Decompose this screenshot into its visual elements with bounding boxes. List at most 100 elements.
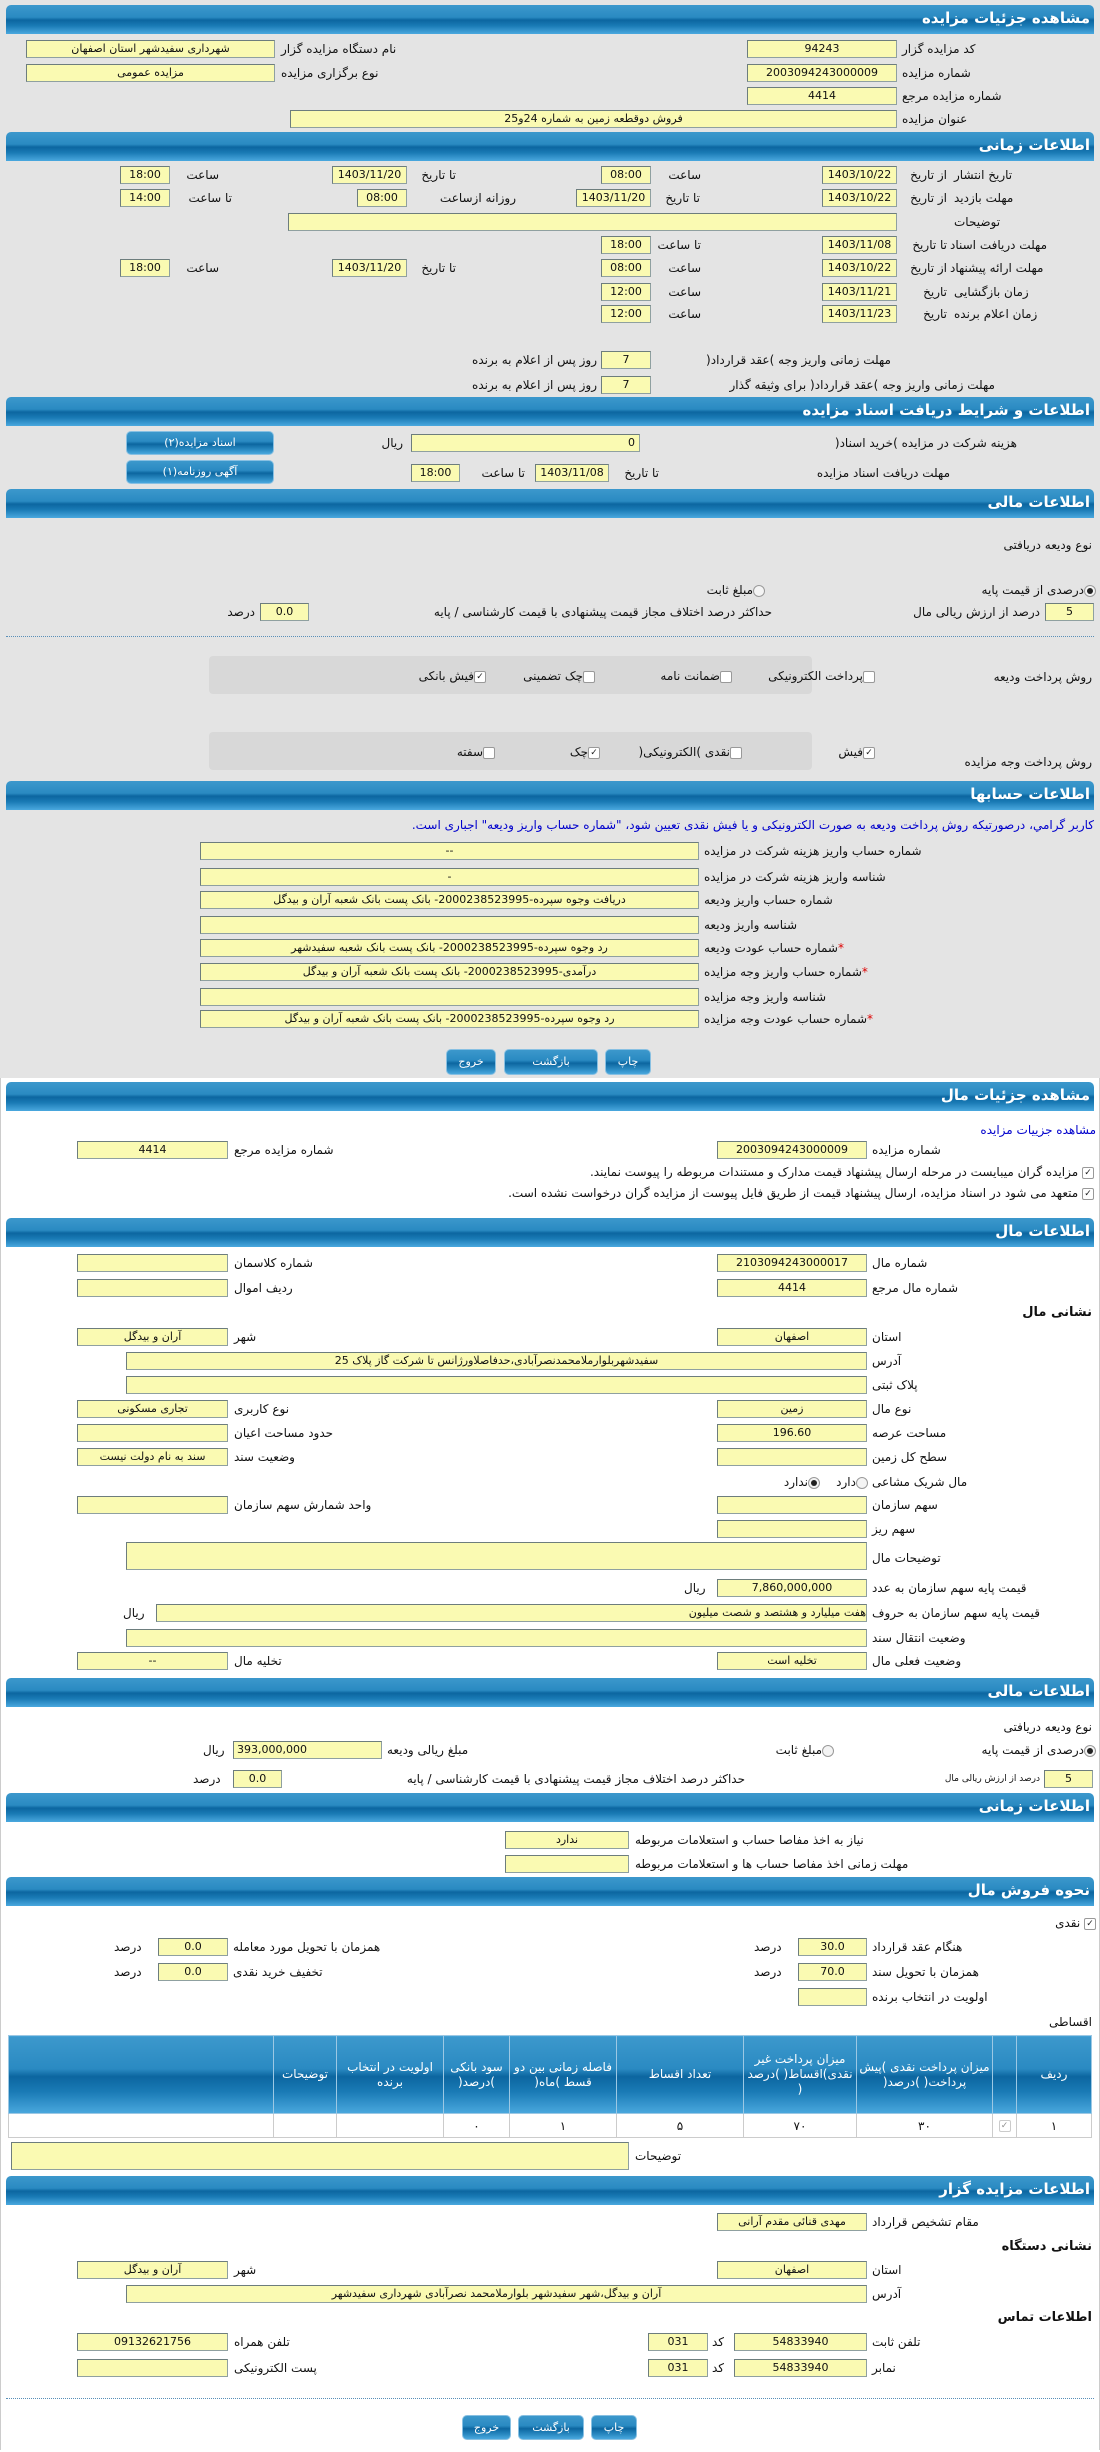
cell-select[interactable]	[992, 2113, 1017, 2138]
back-button[interactable]: بازگشت	[518, 2415, 584, 2440]
max-diff-field[interactable]: 0.0	[233, 1770, 282, 1788]
radio-fixed[interactable]	[822, 1744, 834, 1757]
offer-from-date[interactable]: 1403/10/22	[822, 259, 897, 277]
province-field[interactable]: اصفهان	[717, 2261, 867, 2279]
checkbox-icon[interactable]	[720, 670, 732, 683]
checkbox-receipt[interactable]: فیش	[838, 743, 875, 761]
deed-status-field[interactable]: سند به نام دولت نیست	[77, 1448, 228, 1466]
checkbox-electronic-payment[interactable]: پرداخت الکترونیکی	[768, 667, 875, 685]
fax-field[interactable]: 54833940	[734, 2359, 867, 2377]
print-button[interactable]: چاپ	[605, 1049, 651, 1075]
offer-from-time[interactable]: 08:00	[601, 259, 651, 277]
checkbox-icon[interactable]	[583, 670, 595, 683]
account-row-field[interactable]: دریافت وجوه سپرده-2000238523995- بانک پس…	[200, 891, 699, 909]
sale-notes-field[interactable]	[11, 2142, 629, 2170]
ref-number-field[interactable]: 4414	[77, 1141, 228, 1159]
fax-code-field[interactable]: 031	[648, 2359, 708, 2377]
phone-field[interactable]: 54833940	[734, 2333, 867, 2351]
account-row-field[interactable]: --	[200, 842, 699, 860]
checkbox-bank-receipt[interactable]: فیش بانکی	[419, 667, 486, 685]
item-kind-field[interactable]: زمین	[717, 1400, 867, 1418]
winner-time[interactable]: 12:00	[601, 305, 651, 323]
auctioneer-code-field[interactable]: 94243	[747, 40, 897, 58]
checkbox-promissory[interactable]: سفته	[457, 743, 495, 761]
account-row-field[interactable]: رد وجوه سپرده-2000238523995- بانک پست با…	[200, 939, 699, 957]
checkbox-icon[interactable]	[863, 746, 875, 759]
phone-code-field[interactable]: 031	[648, 2333, 708, 2351]
account-row-field[interactable]: -	[200, 868, 699, 886]
checkbox-icon[interactable]	[863, 670, 875, 683]
opening-date[interactable]: 1403/11/21	[822, 283, 897, 301]
account-row-field[interactable]	[200, 988, 699, 1006]
area-field[interactable]: 196.60	[717, 1424, 867, 1442]
newspaper-ad-button[interactable]: آگهی روزنامه(۱)	[126, 460, 274, 484]
contract-authority-field[interactable]: مهدی قنائی مقدم آرانی	[717, 2213, 867, 2231]
radio-fixed[interactable]	[753, 584, 765, 597]
visit-from-date[interactable]: 1403/10/22	[822, 189, 897, 207]
asset-row-field[interactable]	[77, 1279, 228, 1297]
opening-time[interactable]: 12:00	[601, 283, 651, 301]
deposit-fixed-option[interactable]: مبلغ ثابت	[707, 581, 765, 599]
auction-documents-button[interactable]: اسناد مزایده(۲)	[126, 431, 274, 455]
clearance-deadline-field[interactable]	[505, 1855, 629, 1873]
visit-daily-from[interactable]: 08:00	[357, 189, 407, 207]
base-price-number-field[interactable]: 7,860,000,000	[717, 1579, 867, 1597]
radio-yes[interactable]	[856, 1476, 868, 1489]
no-attachment-commitment-checkbox[interactable]: متعهد می شود در اسناد مزایده، ارسال پیشن…	[508, 1184, 1094, 1202]
city-field[interactable]: آران و بیدگل	[77, 1328, 228, 1346]
checkbox-icon[interactable]	[1082, 1166, 1094, 1179]
exit-button[interactable]: خروج	[446, 1049, 496, 1075]
checkbox-icon[interactable]	[1084, 1917, 1096, 1930]
at-contract-field[interactable]: 30.0	[798, 1938, 867, 1956]
current-status-field[interactable]: تخلیه است	[717, 1652, 867, 1670]
docs-time[interactable]: 18:00	[601, 236, 651, 254]
payment-deadline-days[interactable]: 7	[601, 351, 651, 369]
publish-from-time[interactable]: 08:00	[601, 166, 651, 184]
offer-to-time[interactable]: 18:00	[120, 259, 170, 277]
notes-field[interactable]	[288, 213, 897, 231]
deposit-percent-option[interactable]: درصدی از قیمت پایه	[982, 1741, 1096, 1759]
org-address-field[interactable]: آران و بیدگل،شهر سفیدشهر بلوارملامحمد نص…	[126, 2285, 867, 2303]
base-price-text-field[interactable]: هفت میلیارد و هشتصد و شصت میلیون	[156, 1604, 867, 1622]
attachment-required-checkbox[interactable]: مزایده گران میبایست در مرحله ارسال پیشنه…	[590, 1163, 1094, 1181]
priority-field[interactable]	[798, 1988, 867, 2006]
on-deed-field[interactable]: 70.0	[798, 1963, 867, 1981]
publish-to-time[interactable]: 18:00	[120, 166, 170, 184]
org-name-field[interactable]: شهرداری سفیدشهر استان اصفهان	[26, 40, 275, 58]
shared-yes-option[interactable]: دارد	[836, 1473, 868, 1491]
item-number-field[interactable]: 2103094243000017	[717, 1254, 867, 1272]
on-delivery-field[interactable]: 0.0	[158, 1938, 228, 1956]
docs-deadline-time[interactable]: 18:00	[411, 464, 460, 482]
auction-title-field[interactable]: فروش دوقطعه زمین به شماره 24و25	[290, 110, 897, 128]
deposit-percent-option[interactable]: درصدی از قیمت پایه	[982, 581, 1096, 599]
class-number-field[interactable]	[77, 1254, 228, 1272]
item-description-field[interactable]	[126, 1542, 867, 1570]
checkbox-cheque[interactable]: چک	[570, 743, 600, 761]
radio-no[interactable]	[808, 1476, 820, 1489]
account-row-field[interactable]: رد وجوه سپرده-2000238523995- بانک پست با…	[200, 1010, 699, 1028]
province-field[interactable]: اصفهان	[717, 1328, 867, 1346]
docs-to-date[interactable]: 1403/11/08	[822, 236, 897, 254]
checkbox-icon[interactable]	[1082, 1187, 1094, 1200]
payment-deadline-guarantor-days[interactable]: 7	[601, 376, 651, 394]
checkbox-guarantee[interactable]: ضمانت نامه	[660, 667, 732, 685]
checkbox-cash-electronic[interactable]: نقدی )الکترونیکی(	[638, 743, 742, 761]
auction-number-field[interactable]: 2003094243000009	[747, 64, 897, 82]
deposit-fixed-option[interactable]: مبلغ ثابت	[776, 1741, 834, 1759]
back-button[interactable]: بازگشت	[504, 1049, 598, 1075]
docs-deadline-date[interactable]: 1403/11/08	[535, 464, 609, 482]
participation-fee-field[interactable]: 0	[411, 434, 640, 452]
max-diff-field[interactable]: 0.0	[260, 603, 309, 621]
radio-percent[interactable]	[1084, 1744, 1096, 1757]
share-unit-field[interactable]	[77, 1496, 228, 1514]
auction-number-field[interactable]: 2003094243000009	[717, 1141, 867, 1159]
city-field[interactable]: آران و بیدگل	[77, 2261, 228, 2279]
row-checkbox[interactable]	[998, 2120, 1011, 2132]
print-button[interactable]: چاپ	[591, 2415, 637, 2440]
account-row-field[interactable]: درآمدی-2000238523995- بانک پست بانک شعبه…	[200, 963, 699, 981]
deposit-percent-field[interactable]: 5	[1045, 603, 1094, 621]
auction-details-link[interactable]: مشاهده جزییات مزایده	[980, 1123, 1096, 1137]
publish-from-date[interactable]: 1403/10/22	[822, 166, 897, 184]
visit-until-time[interactable]: 14:00	[120, 189, 170, 207]
item-ref-field[interactable]: 4414	[717, 1279, 867, 1297]
